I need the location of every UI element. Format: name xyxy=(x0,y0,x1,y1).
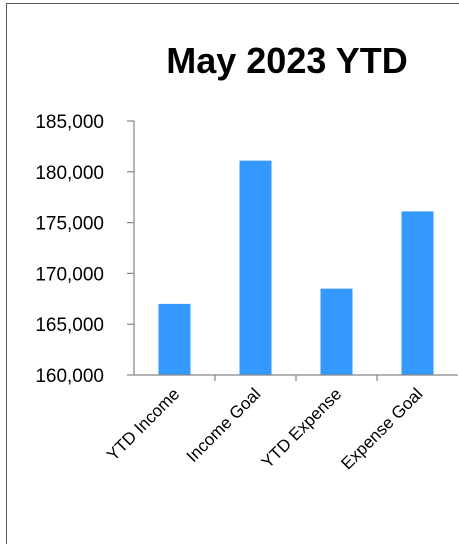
bars xyxy=(158,160,434,375)
y-tick-label: 185,000 xyxy=(35,112,104,133)
y-tick-label: 180,000 xyxy=(35,163,104,184)
x-category-label: YTD Expense xyxy=(258,384,346,472)
y-tick-label: 165,000 xyxy=(35,315,104,336)
x-category-label: YTD Income xyxy=(103,384,183,464)
y-axis-tick-marks xyxy=(127,120,134,376)
bar-income-goal xyxy=(239,160,272,375)
y-tick-label: 160,000 xyxy=(35,366,104,387)
x-axis-tick-marks xyxy=(214,375,378,381)
bar-expense-goal xyxy=(401,211,434,375)
y-tick-label: 175,000 xyxy=(35,214,104,235)
chart-title: May 2023 YTD xyxy=(166,40,407,81)
x-category-label: Expense Goal xyxy=(337,384,426,473)
bar-ytd-expense xyxy=(320,288,353,375)
y-axis-tick-labels: 160,000 165,000 170,000 175,000 180,000 185,0… xyxy=(35,112,104,387)
x-category-label: Income Goal xyxy=(183,384,265,466)
y-tick-label: 170,000 xyxy=(35,264,104,285)
bar-ytd-income xyxy=(158,303,191,375)
chart-frame xyxy=(6,3,459,544)
